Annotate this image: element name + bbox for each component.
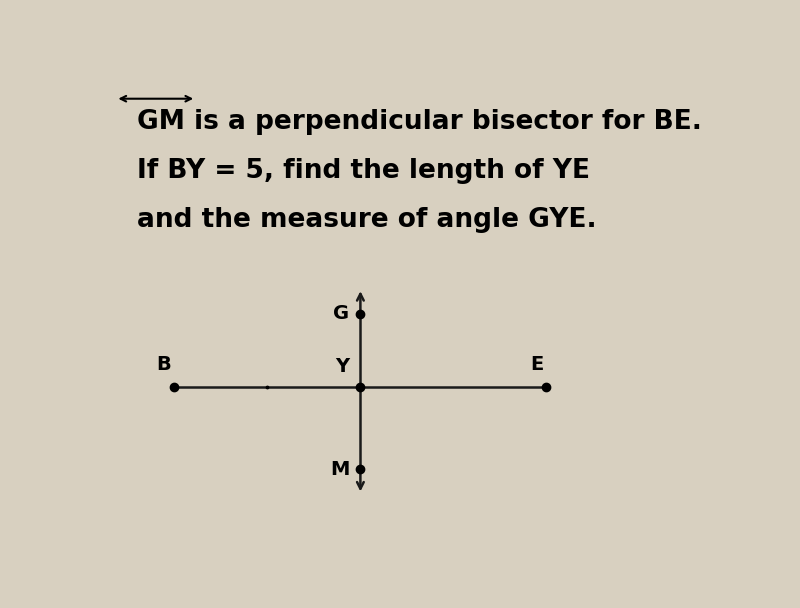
Text: and the measure of angle GYE.: and the measure of angle GYE. xyxy=(138,207,597,233)
Text: If BY = 5, find the length of YE: If BY = 5, find the length of YE xyxy=(138,158,590,184)
Text: M: M xyxy=(330,460,350,479)
Text: B: B xyxy=(157,354,171,373)
Text: G: G xyxy=(333,303,350,323)
Text: Y: Y xyxy=(335,358,350,376)
Text: GM is a perpendicular bisector for BE.: GM is a perpendicular bisector for BE. xyxy=(138,109,702,135)
Text: E: E xyxy=(530,354,543,373)
